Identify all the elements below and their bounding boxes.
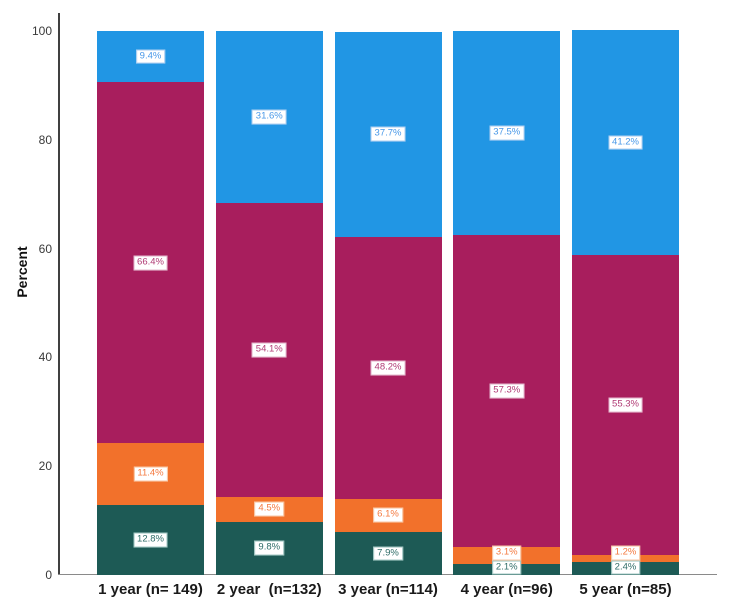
y-tick-label: 80 [38, 132, 52, 147]
value-label-maroon-segment: 54.1% [251, 342, 287, 358]
value-label-teal-bottom-segment: 2.4% [610, 560, 641, 575]
value-label-orange-segment: 4.5% [254, 501, 285, 517]
value-label-maroon-segment: 55.3% [608, 397, 643, 413]
y-tick-label: 0 [45, 568, 52, 582]
value-label-teal-bottom-segment: 2.1% [491, 560, 522, 575]
y-tick-label: 40 [38, 350, 52, 365]
y-tick-label: 60 [38, 241, 52, 256]
value-label-maroon-segment: 57.3% [489, 383, 525, 399]
value-label-maroon-segment: 48.2% [370, 360, 406, 376]
x-axis-label: 1 year (n= 149) [98, 581, 203, 598]
y-tick-label: 100 [31, 24, 52, 38]
value-label-orange-segment: 3.1% [491, 545, 522, 561]
value-label-teal-bottom-segment: 12.8% [133, 532, 168, 548]
value-label-orange-segment: 1.2% [610, 545, 641, 561]
value-label-blue-top-segment: 37.5% [489, 125, 525, 141]
y-axis-line [58, 13, 60, 575]
x-axis-label: 5 year (n=85) [579, 581, 672, 598]
value-label-maroon-segment: 66.4% [133, 255, 168, 271]
y-tick-label: 20 [38, 459, 52, 474]
x-axis-label: 3 year (n=114) [338, 581, 438, 598]
value-label-teal-bottom-segment: 9.8% [254, 540, 285, 556]
value-label-orange-segment: 11.4% [133, 466, 168, 482]
value-label-teal-bottom-segment: 7.9% [373, 546, 403, 561]
value-label-blue-top-segment: 31.6% [251, 109, 287, 125]
value-label-blue-top-segment: 37.7% [370, 126, 406, 142]
x-axis-label: 4 year (n=96) [460, 581, 553, 598]
value-label-orange-segment: 6.1% [373, 507, 403, 523]
x-axis-label: 2 year (n=132) [216, 581, 322, 598]
value-label-blue-top-segment: 41.2% [608, 135, 643, 150]
value-label-blue-top-segment: 9.4% [135, 49, 166, 65]
